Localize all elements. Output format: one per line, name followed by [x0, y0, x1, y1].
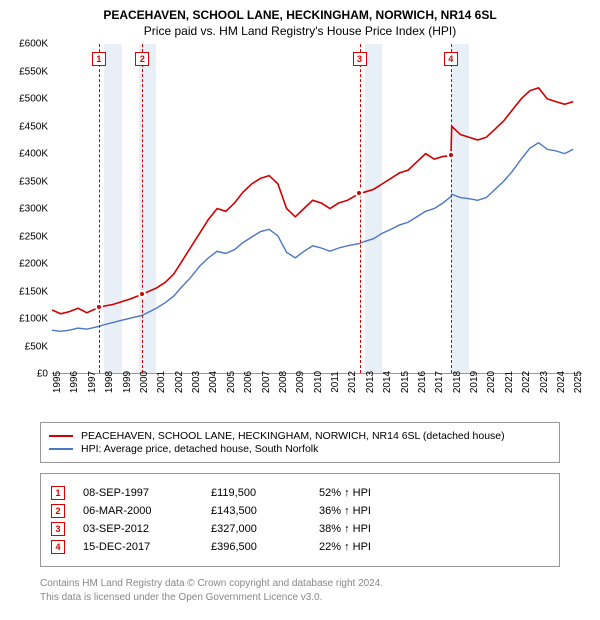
y-tick-label: £300K: [19, 204, 48, 215]
data-point-marker: [95, 303, 103, 311]
plot-area: 1 2 3 4: [52, 44, 582, 374]
chart: £0 £50K £100K £150K £200K £250K £300K £350K £400…: [12, 44, 588, 414]
transaction-pct: 52% ↑ HPI: [319, 487, 549, 499]
y-tick-label: £600K: [19, 39, 48, 50]
x-tick-label: 2016: [417, 371, 428, 393]
y-tick-label: £100K: [19, 314, 48, 325]
x-tick-label: 2008: [278, 371, 289, 393]
y-tick-label: £400K: [19, 149, 48, 160]
container: PEACEHAVEN, SCHOOL LANE, HECKINGHAM, NOR…: [0, 0, 600, 612]
transactions-table: 1 08-SEP-1997 £119,500 52% ↑ HPI 2 06-MAR-200…: [40, 473, 560, 567]
x-tick-label: 2013: [365, 371, 376, 393]
event-marker: 1: [92, 52, 106, 66]
event-marker: 2: [135, 52, 149, 66]
data-point-marker: [355, 189, 363, 197]
transaction-date: 03-SEP-2012: [83, 523, 193, 535]
title-address: PEACEHAVEN, SCHOOL LANE, HECKINGHAM, NOR…: [12, 8, 588, 22]
transaction-price: £327,000: [211, 523, 301, 535]
series-red: [52, 88, 573, 314]
x-tick-label: 2004: [208, 371, 219, 393]
transaction-row: 1 08-SEP-1997 £119,500 52% ↑ HPI: [51, 486, 549, 500]
x-tick-label: 2024: [556, 371, 567, 393]
x-tick-label: 2018: [452, 371, 463, 393]
footer-line2: This data is licensed under the Open Gov…: [40, 591, 560, 605]
y-tick-label: £200K: [19, 259, 48, 270]
transaction-price: £396,500: [211, 541, 301, 553]
transaction-marker: 3: [51, 522, 65, 536]
x-tick-label: 2020: [486, 371, 497, 393]
y-tick-label: £150K: [19, 286, 48, 297]
x-tick-label: 2011: [330, 371, 341, 393]
y-tick-label: £50K: [25, 341, 48, 352]
x-tick-label: 2001: [156, 371, 167, 393]
transaction-pct: 22% ↑ HPI: [319, 541, 549, 553]
x-tick-label: 2021: [504, 371, 515, 393]
x-tick-label: 2023: [539, 371, 550, 393]
legend-swatch: [49, 448, 73, 450]
footer-line1: Contains HM Land Registry data © Crown c…: [40, 577, 560, 591]
x-tick-label: 2000: [139, 371, 150, 393]
transaction-pct: 38% ↑ HPI: [319, 523, 549, 535]
legend-row: PEACEHAVEN, SCHOOL LANE, HECKINGHAM, NOR…: [49, 430, 551, 442]
transaction-row: 4 15-DEC-2017 £396,500 22% ↑ HPI: [51, 540, 549, 554]
x-tick-label: 1998: [104, 371, 115, 393]
transaction-date: 06-MAR-2000: [83, 505, 193, 517]
transaction-marker: 1: [51, 486, 65, 500]
x-tick-label: 1996: [69, 371, 80, 393]
legend-swatch: [49, 435, 73, 437]
event-dashed-line: [99, 44, 100, 373]
event-dashed-line: [360, 44, 361, 373]
event-marker: 3: [353, 52, 367, 66]
y-axis: £0£50K£100K£150K£200K£250K£300K£350K£400…: [12, 44, 52, 374]
legend-row: HPI: Average price, detached house, Sout…: [49, 443, 551, 455]
transaction-date: 08-SEP-1997: [83, 487, 193, 499]
x-tick-label: 2017: [434, 371, 445, 393]
legend-label: HPI: Average price, detached house, Sout…: [81, 443, 318, 455]
y-tick-label: £450K: [19, 121, 48, 132]
x-tick-label: 2014: [382, 371, 393, 393]
x-tick-label: 2022: [521, 371, 532, 393]
x-tick-label: 2025: [573, 371, 584, 393]
transaction-date: 15-DEC-2017: [83, 541, 193, 553]
event-dashed-line: [451, 44, 452, 373]
transaction-price: £143,500: [211, 505, 301, 517]
x-tick-label: 2009: [295, 371, 306, 393]
y-tick-label: £0: [37, 369, 48, 380]
x-tick-label: 1999: [122, 371, 133, 393]
title-block: PEACEHAVEN, SCHOOL LANE, HECKINGHAM, NOR…: [12, 8, 588, 38]
x-tick-label: 2007: [261, 371, 272, 393]
data-point-marker: [447, 151, 455, 159]
x-tick-label: 2005: [226, 371, 237, 393]
transaction-price: £119,500: [211, 487, 301, 499]
y-tick-label: £550K: [19, 66, 48, 77]
x-tick-label: 2015: [400, 371, 411, 393]
x-tick-label: 2003: [191, 371, 202, 393]
series-blue: [52, 143, 573, 332]
event-dashed-line: [142, 44, 143, 373]
title-subtitle: Price paid vs. HM Land Registry's House …: [12, 24, 588, 38]
legend: PEACEHAVEN, SCHOOL LANE, HECKINGHAM, NOR…: [40, 422, 560, 463]
x-tick-label: 2012: [347, 371, 358, 393]
footer: Contains HM Land Registry data © Crown c…: [40, 577, 560, 604]
transaction-pct: 36% ↑ HPI: [319, 505, 549, 517]
x-axis: 1995199619971998199920002001200220032004…: [52, 378, 582, 414]
line-svg: [52, 44, 582, 373]
x-tick-label: 2019: [469, 371, 480, 393]
legend-label: PEACEHAVEN, SCHOOL LANE, HECKINGHAM, NOR…: [81, 430, 505, 442]
y-tick-label: £350K: [19, 176, 48, 187]
transaction-marker: 4: [51, 540, 65, 554]
x-tick-label: 2010: [313, 371, 324, 393]
x-tick-label: 2002: [174, 371, 185, 393]
y-tick-label: £250K: [19, 231, 48, 242]
transaction-marker: 2: [51, 504, 65, 518]
transaction-row: 2 06-MAR-2000 £143,500 36% ↑ HPI: [51, 504, 549, 518]
y-tick-label: £500K: [19, 94, 48, 105]
data-point-marker: [138, 290, 146, 298]
event-marker: 4: [444, 52, 458, 66]
transaction-row: 3 03-SEP-2012 £327,000 38% ↑ HPI: [51, 522, 549, 536]
x-tick-label: 1997: [87, 371, 98, 393]
x-tick-label: 1995: [52, 371, 63, 393]
x-tick-label: 2006: [243, 371, 254, 393]
